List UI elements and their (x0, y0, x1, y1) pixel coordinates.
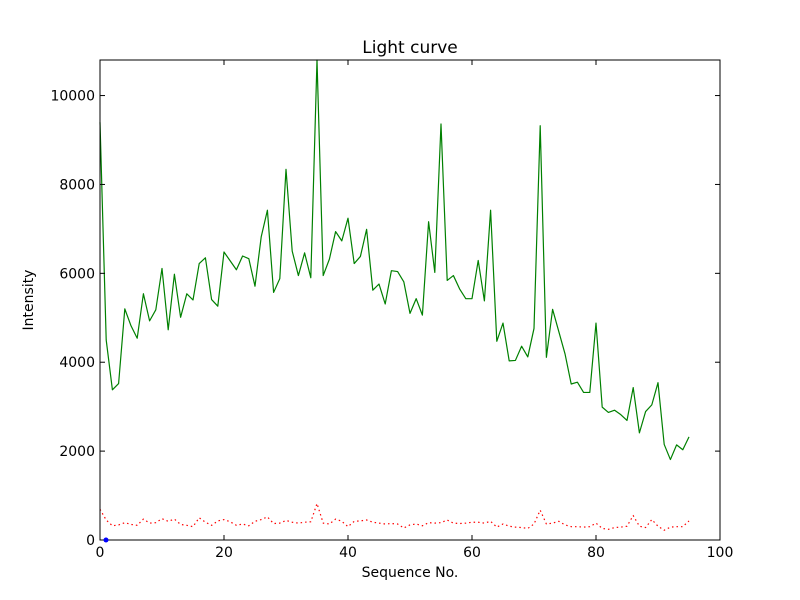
x-tick-label: 20 (215, 545, 233, 561)
y-tick-label: 0 (86, 533, 95, 549)
plot-frame (99, 59, 721, 541)
x-axis-label: Sequence No. (362, 565, 459, 581)
y-tick-label: 6000 (59, 266, 95, 282)
origin-marker (103, 537, 109, 543)
x-tick-label: 60 (463, 545, 481, 561)
series-line-1 (99, 59, 690, 461)
plot-area (100, 60, 720, 540)
y-tick-label: 2000 (59, 444, 95, 460)
y-tick-label: 4000 (59, 355, 95, 371)
x-tick-label: 40 (339, 545, 357, 561)
x-tick-label: 100 (707, 545, 734, 561)
y-axis-label: Intensity (21, 270, 37, 331)
y-tick-label: 8000 (59, 177, 95, 193)
x-tick-label: 80 (587, 545, 605, 561)
y-axis-ticks: 0 2000 4000 6000 8000 10000 (50, 89, 720, 549)
chart-title: Light curve (362, 38, 457, 58)
x-axis-ticks: 0 20 40 60 80 100 (96, 60, 734, 561)
y-tick-label: 10000 (50, 89, 95, 105)
x-tick-label: 0 (96, 545, 105, 561)
series-layer (99, 59, 690, 531)
